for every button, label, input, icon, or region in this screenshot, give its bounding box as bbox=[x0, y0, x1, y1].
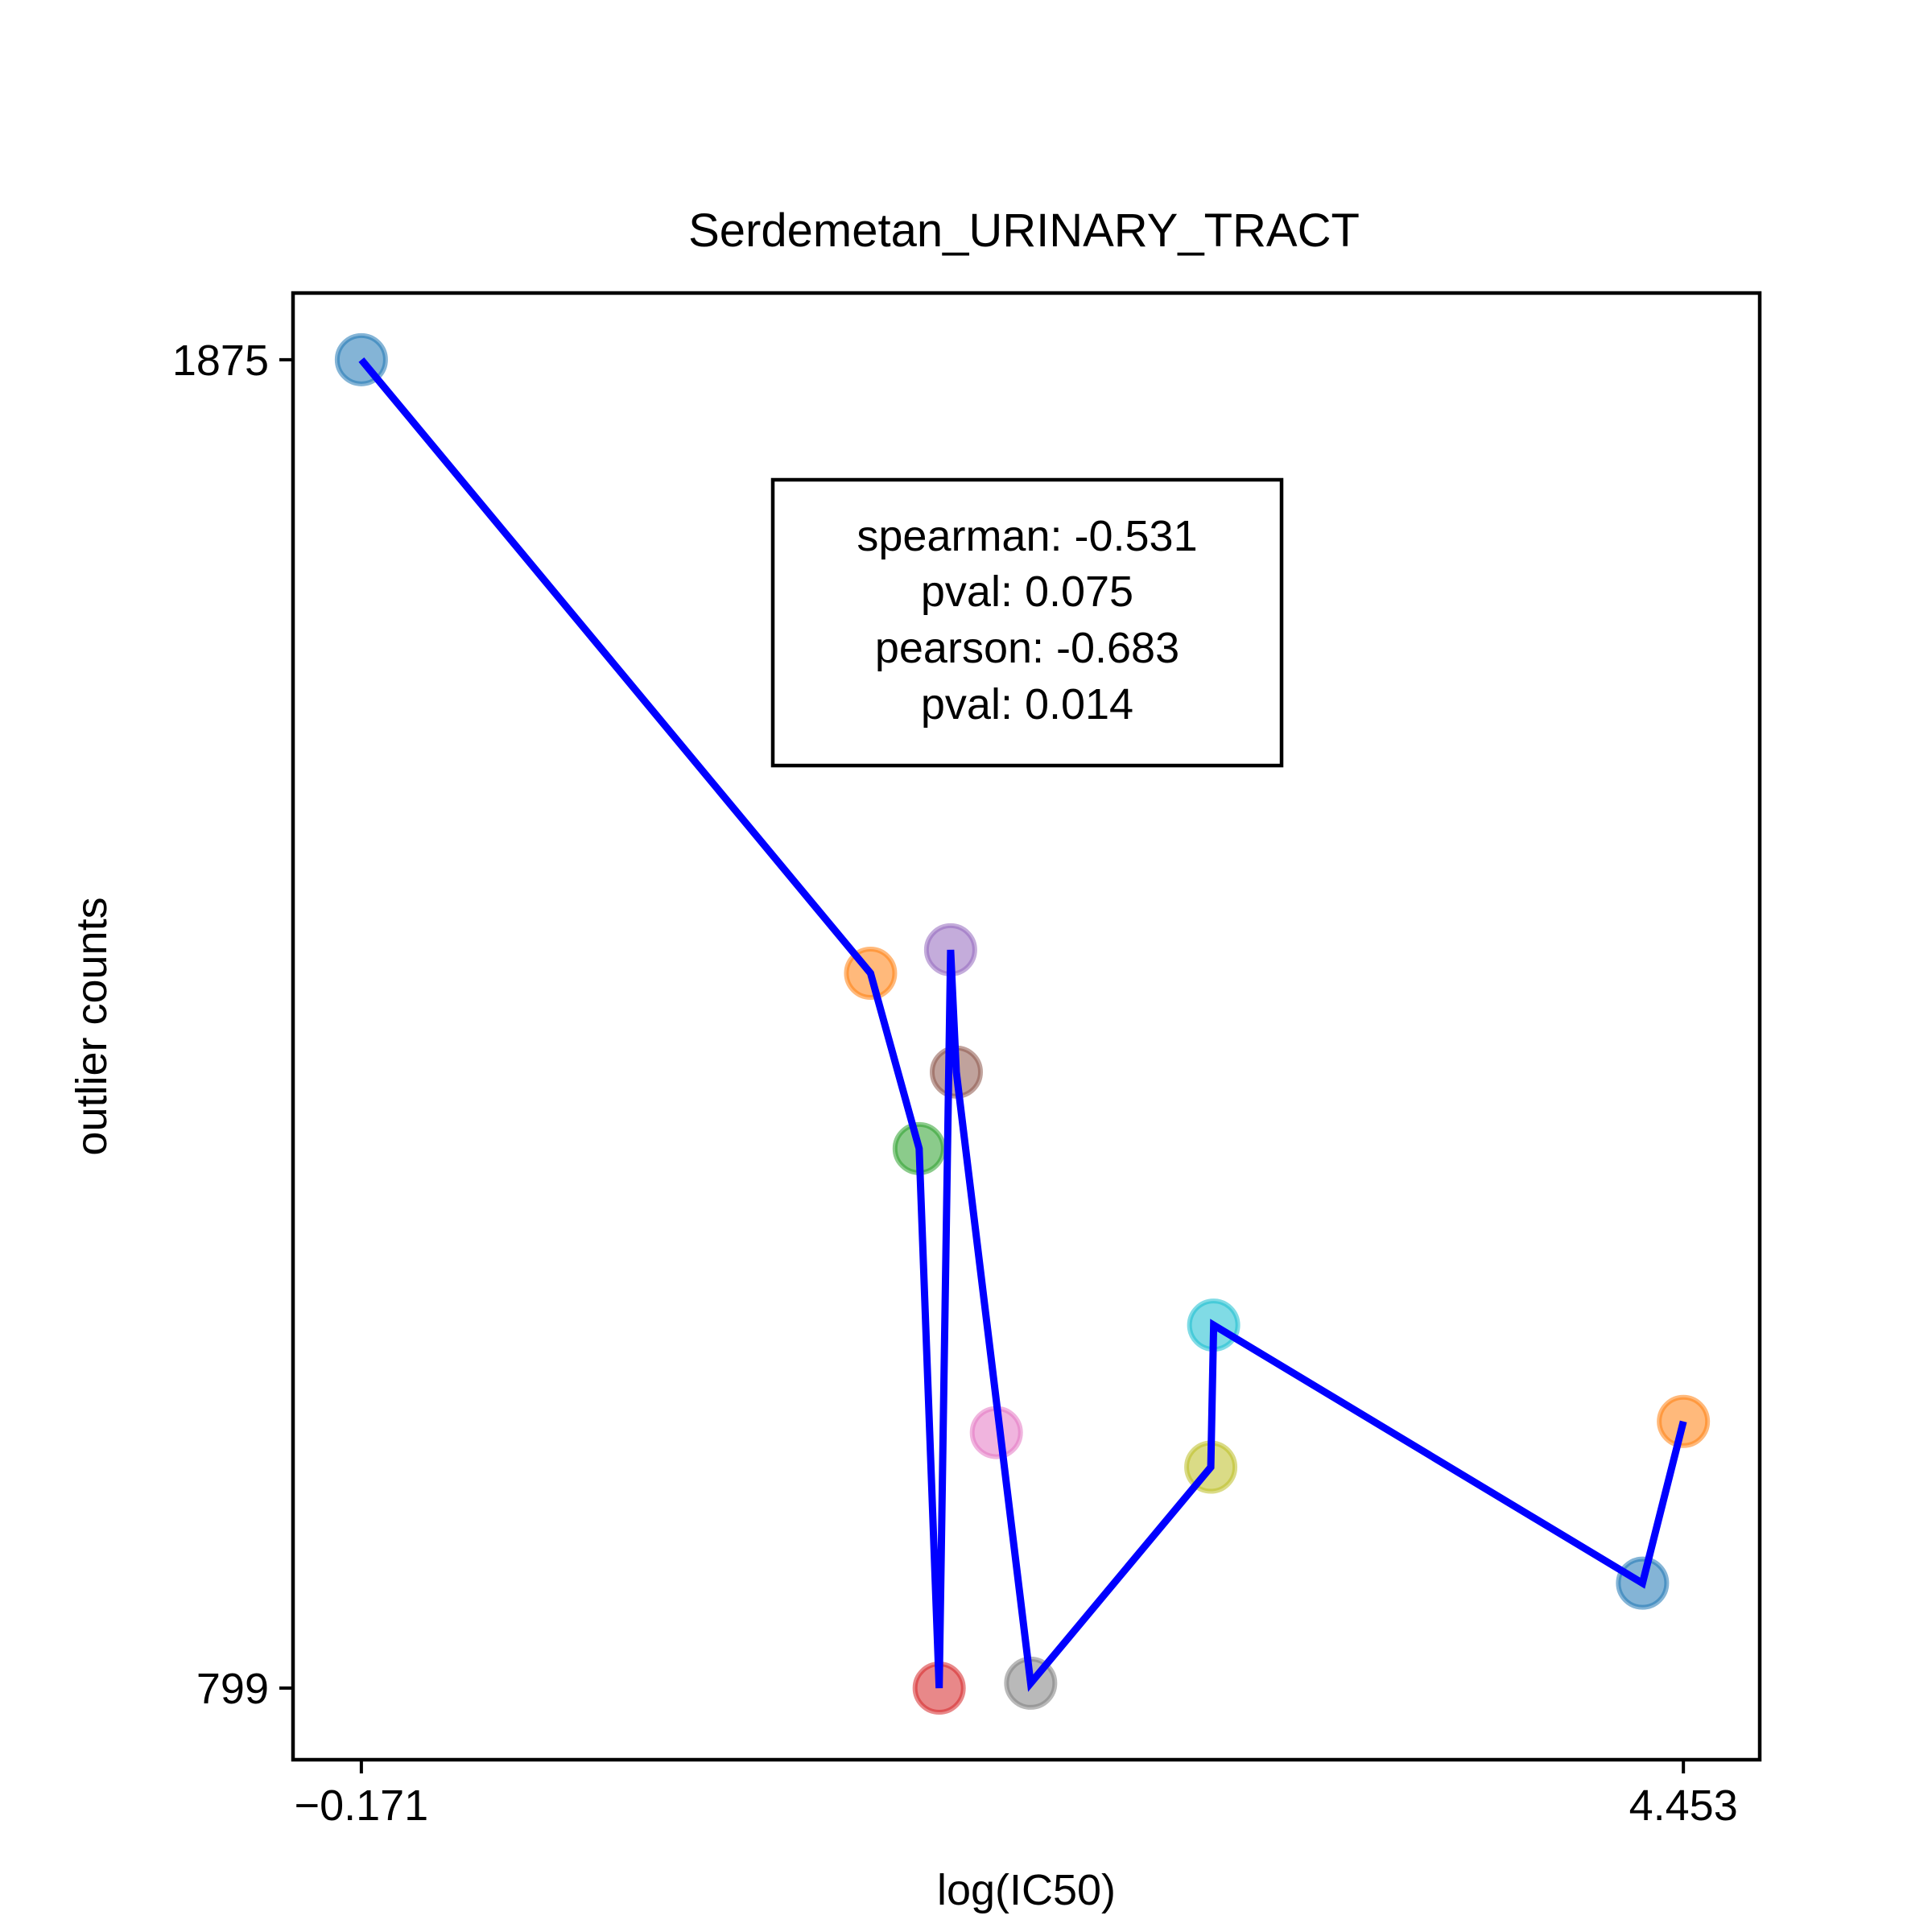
y-axis-label: outlier counts bbox=[68, 897, 116, 1155]
trend-line bbox=[358, 357, 1687, 1692]
x-axis-label: log(IC50) bbox=[937, 1866, 1116, 1914]
x-axis: −0.171 4.453 bbox=[295, 1760, 1738, 1830]
y-axis: 799 1875 bbox=[172, 336, 293, 1713]
plot-area bbox=[334, 332, 1711, 1715]
stats-spearman: spearman: -0.531 bbox=[857, 512, 1197, 560]
stats-annotation-frame bbox=[770, 477, 1284, 768]
chart-title: Serdemetan_URINARY_TRACT bbox=[688, 204, 1360, 257]
x-tick-label: −0.171 bbox=[295, 1781, 429, 1830]
y-tick-label: 799 bbox=[196, 1665, 269, 1713]
stats-pearson: pearson: -0.683 bbox=[875, 624, 1179, 672]
x-tick-label: 4.453 bbox=[1629, 1781, 1738, 1830]
y-tick-label: 1875 bbox=[172, 336, 269, 385]
stats-annotation-box: spearman: -0.531 pval: 0.075 pearson: -0… bbox=[770, 477, 1284, 768]
plot-frame bbox=[291, 291, 1762, 1762]
stats-spearman-pval: pval: 0.075 bbox=[921, 568, 1133, 616]
stats-pearson-pval: pval: 0.014 bbox=[921, 680, 1133, 729]
